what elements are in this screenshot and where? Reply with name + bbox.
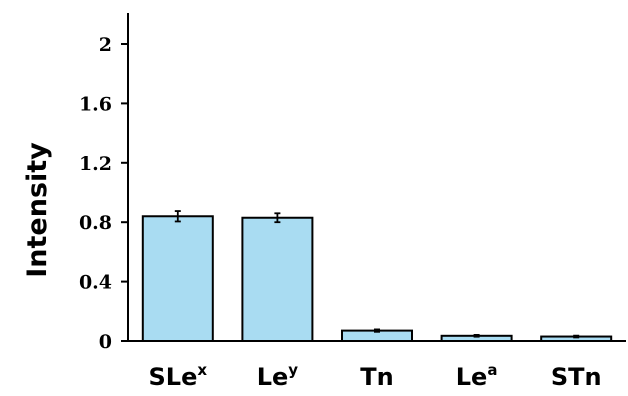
x-tick-label-superscript: x — [197, 361, 207, 379]
x-tick-label-superscript: a — [487, 361, 497, 379]
y-tick-label: 1.6 — [79, 93, 112, 115]
x-tick-label-superscript: y — [288, 361, 298, 379]
y-tick-label: 1.2 — [79, 153, 112, 175]
y-tick-label: 0.8 — [79, 212, 112, 234]
bar — [141, 215, 214, 342]
y-axis-title: Intensity — [22, 142, 53, 278]
error-bar — [374, 328, 380, 333]
y-ticks: 0 0.4 0.8 1.2 1.6 2 — [79, 34, 128, 353]
error-bar — [573, 334, 580, 339]
y-tick-label: 0.4 — [79, 272, 112, 294]
x-tick-label: Ley — [257, 361, 299, 391]
y-tick-label: 0 — [99, 331, 112, 353]
x-tick-label: SLex — [149, 361, 208, 391]
bars — [141, 210, 613, 343]
y-tick-label: 2 — [99, 34, 112, 56]
x-tick-label: Lea — [456, 361, 498, 391]
x-tick-label: STn — [551, 363, 602, 391]
error-bar — [174, 210, 181, 223]
bar — [241, 216, 314, 342]
error-bar — [473, 334, 480, 338]
x-tick-labels: SLex Ley Tn Lea STn — [149, 361, 602, 391]
x-tick-label: Tn — [360, 363, 393, 391]
error-bar — [274, 212, 281, 224]
